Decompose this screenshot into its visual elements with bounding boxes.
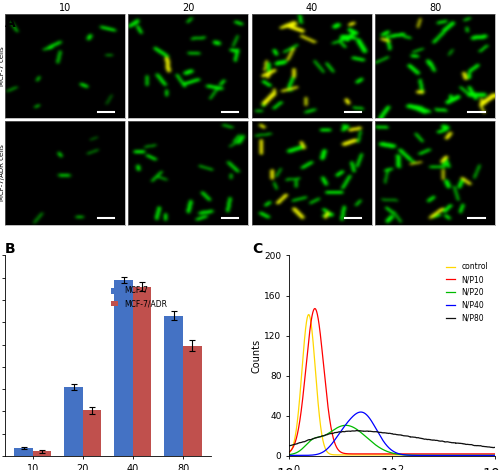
Title: 80: 80 bbox=[429, 3, 441, 13]
Bar bbox=[114, 280, 133, 456]
N/P40 bbox=[492, 453, 498, 458]
Line: control: control bbox=[289, 314, 495, 455]
N/P20 bbox=[322, 432, 328, 438]
Bar bbox=[164, 315, 183, 456]
N/P20 bbox=[466, 453, 472, 458]
N/P20 bbox=[488, 453, 494, 458]
N/P20 bbox=[343, 423, 349, 428]
N/P40 bbox=[374, 428, 380, 433]
N/P10 bbox=[322, 376, 328, 381]
control bbox=[488, 452, 494, 458]
Bar bbox=[14, 448, 33, 456]
Text: A: A bbox=[5, 16, 16, 31]
N/P10 bbox=[488, 451, 494, 457]
control bbox=[492, 452, 498, 458]
N/P80 bbox=[492, 445, 498, 450]
N/P10 bbox=[492, 451, 498, 457]
control bbox=[286, 450, 292, 456]
N/P40 bbox=[488, 453, 494, 458]
N/P20 bbox=[310, 436, 316, 442]
N/P80 bbox=[365, 428, 371, 434]
N/P10 bbox=[466, 451, 472, 457]
N/P10 bbox=[391, 451, 397, 457]
Bar bbox=[183, 345, 202, 456]
Y-axis label: MCF-7/ADR cells: MCF-7/ADR cells bbox=[0, 144, 5, 201]
Y-axis label: MCF-7 cells: MCF-7 cells bbox=[0, 46, 5, 86]
N/P10 bbox=[286, 449, 292, 455]
N/P10 bbox=[374, 451, 380, 457]
Y-axis label: Counts: Counts bbox=[252, 338, 262, 373]
N/P20 bbox=[492, 453, 498, 458]
Line: N/P80: N/P80 bbox=[289, 431, 495, 447]
Title: 40: 40 bbox=[306, 3, 318, 13]
N/P20 bbox=[286, 452, 292, 457]
Bar bbox=[133, 287, 152, 456]
control bbox=[310, 335, 316, 340]
N/P80 bbox=[374, 429, 380, 435]
control bbox=[365, 452, 371, 458]
N/P80 bbox=[322, 432, 328, 438]
Legend: MCF-7, MCF-7/ADR: MCF-7, MCF-7/ADR bbox=[108, 283, 170, 311]
N/P80 bbox=[488, 445, 494, 450]
N/P10 bbox=[310, 311, 316, 316]
Bar bbox=[83, 410, 102, 456]
Title: 10: 10 bbox=[59, 3, 71, 13]
N/P40 bbox=[358, 409, 364, 415]
control bbox=[306, 312, 312, 317]
N/P80 bbox=[490, 445, 496, 450]
Line: N/P40: N/P40 bbox=[289, 412, 495, 455]
N/P10 bbox=[365, 451, 371, 457]
Text: C: C bbox=[252, 242, 263, 256]
N/P20 bbox=[374, 443, 380, 449]
N/P80 bbox=[466, 442, 472, 447]
N/P40 bbox=[286, 453, 292, 458]
N/P80 bbox=[310, 436, 316, 442]
Legend: control, N/P10, N/P20, N/P40, N/P80: control, N/P10, N/P20, N/P40, N/P80 bbox=[443, 259, 491, 326]
N/P40 bbox=[490, 453, 496, 458]
N/P40 bbox=[310, 452, 316, 458]
N/P40 bbox=[322, 448, 328, 454]
control bbox=[466, 452, 472, 458]
N/P40 bbox=[466, 453, 472, 458]
N/P40 bbox=[365, 414, 371, 419]
N/P80 bbox=[286, 443, 292, 448]
control bbox=[374, 452, 380, 458]
Bar bbox=[64, 387, 83, 456]
Line: N/P20: N/P20 bbox=[289, 425, 495, 455]
control bbox=[322, 445, 328, 450]
N/P80 bbox=[354, 428, 360, 433]
Text: B: B bbox=[5, 242, 15, 256]
Line: N/P10: N/P10 bbox=[289, 308, 495, 454]
Title: 20: 20 bbox=[182, 3, 194, 13]
Bar bbox=[33, 452, 52, 456]
N/P20 bbox=[365, 436, 371, 442]
control bbox=[367, 452, 373, 458]
N/P10 bbox=[312, 306, 318, 311]
